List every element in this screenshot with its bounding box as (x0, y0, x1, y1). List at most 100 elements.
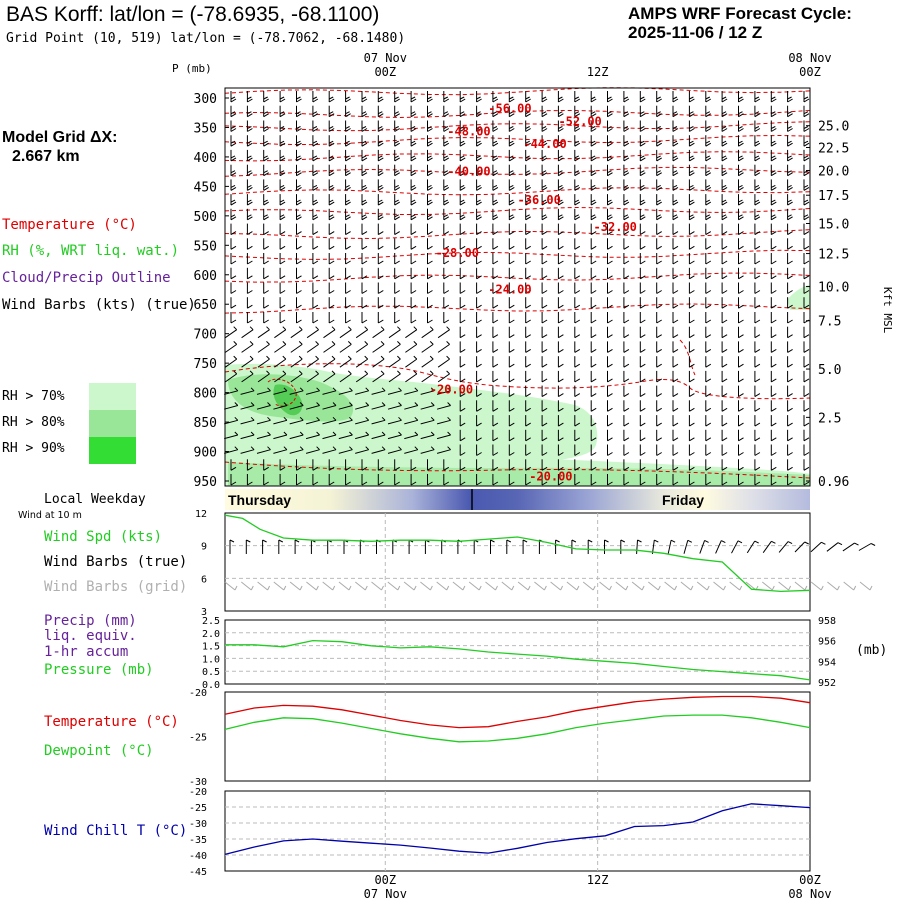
wind-barb (404, 431, 419, 440)
wind-barb (345, 208, 351, 221)
wind-barb (394, 223, 400, 236)
wind-height-label: Wind at 10 m (18, 510, 82, 521)
wind-barb (427, 312, 433, 324)
wind-barb (225, 326, 238, 339)
wind-barb (639, 312, 646, 324)
wind-barb (787, 444, 793, 456)
wind-barb (476, 459, 482, 471)
wind-barb (770, 400, 777, 412)
wind-barb (623, 91, 630, 103)
wind-barb (525, 415, 531, 427)
wind-barb (279, 149, 286, 162)
pressure-axis-tick-label: 958 (818, 616, 836, 627)
wind-barb (525, 194, 531, 206)
wind-barb-true (262, 539, 267, 554)
wind-barb (590, 238, 597, 250)
wind-barb (459, 179, 466, 191)
wind-barb (590, 91, 597, 103)
wind-barb (574, 459, 581, 471)
wind-barb (427, 267, 433, 280)
wind-barb (574, 400, 581, 412)
wind-barb (410, 208, 417, 221)
wind-barb-true (278, 539, 284, 554)
wind-barb (721, 474, 728, 486)
wind-barb (639, 149, 646, 162)
pressure-tick-label: 900 (194, 446, 217, 461)
wind-barb (639, 194, 646, 206)
wind-barb (705, 282, 712, 294)
wind-barb (623, 238, 630, 250)
wind-barb (754, 326, 761, 339)
wind-barb (246, 238, 253, 250)
wind-barb (541, 267, 548, 280)
wind-barb (257, 326, 270, 339)
wind-barb-grid (810, 581, 824, 591)
wind-barb (377, 297, 384, 309)
wind-barb (557, 253, 564, 265)
wind-barb (492, 312, 499, 324)
wind-barb (574, 312, 581, 324)
wind-barb (541, 444, 548, 456)
wind-barb (476, 385, 482, 398)
wind-barb (656, 282, 662, 294)
wind-barb (279, 208, 286, 221)
wind-barb (410, 179, 417, 191)
wind-barb (394, 253, 400, 265)
day-label-friday: Friday (662, 492, 704, 508)
wind-barb (557, 164, 564, 177)
height-axis: 25.0 22.5 20.0 17.5 15.0 12.5 10.0 7.5 5.0 2.5 0.9… (806, 120, 894, 490)
wind-barb (607, 149, 613, 162)
temperature-contour-label: -48.00 (447, 125, 490, 139)
wind-barb (623, 474, 630, 486)
wind-barb (705, 415, 712, 427)
wind-barb (787, 326, 793, 339)
temperature-contour-label: -32.00 (594, 220, 637, 234)
wind-barb (323, 355, 336, 368)
wind-barb (754, 459, 761, 471)
wind-barb (279, 223, 286, 236)
wind-barb (377, 253, 384, 265)
wind-barb (377, 312, 384, 324)
wind-barb (241, 341, 254, 353)
wind-barb (705, 120, 712, 132)
wind-barb (437, 326, 450, 339)
wind-barb (377, 208, 384, 221)
wind-barb-grid (289, 581, 303, 591)
wind-barb (574, 297, 581, 309)
wind-barb (388, 370, 401, 383)
wind-barb (607, 459, 613, 471)
wind-barb-true (810, 541, 826, 553)
wind-barb (312, 91, 319, 103)
wind-barb (688, 91, 695, 103)
wind-barb (607, 253, 613, 265)
wind-barb (437, 370, 450, 383)
wind-barb (361, 312, 368, 324)
wind-barb (312, 238, 319, 250)
temperature-contour-label: -20.00 (529, 469, 572, 483)
wind-barb (459, 238, 466, 250)
wind-barb (525, 282, 531, 294)
wind-barb (557, 341, 564, 353)
wind-barb (224, 446, 239, 454)
precip-axis-tick-label: 0.0 (202, 680, 220, 691)
wind-barb (322, 416, 337, 425)
wind-barb (590, 459, 597, 471)
wind-barb (263, 164, 269, 177)
wind-barb-true (294, 539, 300, 554)
wind-barb-true (571, 539, 577, 554)
wind-barb (476, 179, 482, 191)
wind-barb (410, 238, 417, 250)
pressure-axis-tick-label: 954 (818, 657, 836, 668)
wind-barb (338, 431, 353, 440)
wind-barb (437, 355, 450, 368)
wind-barb (263, 135, 269, 147)
wind-barb (355, 416, 370, 425)
wind-barb (639, 91, 646, 103)
wind-barb (427, 194, 433, 206)
wind-barb (492, 415, 499, 427)
wind-barb (672, 223, 679, 236)
wind-barb (361, 91, 368, 103)
wind-barb (394, 208, 400, 221)
wind-barb (525, 297, 531, 309)
wind-barb (705, 370, 712, 383)
